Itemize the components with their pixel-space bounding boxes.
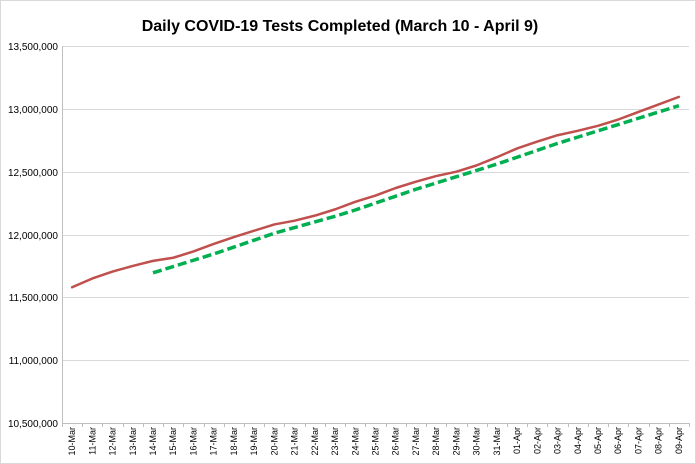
x-tick-label: 27-Mar xyxy=(411,427,421,456)
x-tick-label: 13-Mar xyxy=(128,427,138,456)
solid-series-line xyxy=(70,95,681,289)
x-tick-label: 15-Mar xyxy=(168,427,178,456)
x-tick-labels: 10-Mar 11-Mar 12-Mar 13-Mar 14-Mar 15-Mar 16-M… xyxy=(67,427,684,456)
series-lines xyxy=(70,95,681,289)
x-tick-label: 31-Mar xyxy=(492,427,502,456)
dashed-series-line xyxy=(152,104,680,275)
x-tick-label: 22-Mar xyxy=(310,427,320,456)
x-tick-label: 18-Mar xyxy=(229,427,239,456)
x-tick-label: 07-Apr xyxy=(633,427,643,454)
x-tick-label: 06-Apr xyxy=(613,427,623,454)
y-tick-label: 12,000,000 xyxy=(8,231,58,242)
x-tick-label: 21-Mar xyxy=(290,427,300,456)
y-tick-label: 11,500,000 xyxy=(9,293,59,304)
x-tick-label: 09-Apr xyxy=(674,427,684,454)
y-tick-label: 11,000,000 xyxy=(9,356,59,367)
x-tick-label: 12-Mar xyxy=(108,427,118,456)
chart-title: Daily COVID-19 Tests Completed (March 10… xyxy=(142,18,539,35)
x-tick-label: 25-Mar xyxy=(371,427,381,456)
gridlines xyxy=(62,46,689,424)
x-tick-label: 17-Mar xyxy=(209,427,219,456)
y-tick-label: 12,500,000 xyxy=(8,168,58,179)
x-tick-label: 16-Mar xyxy=(188,427,198,456)
x-tick-label: 04-Apr xyxy=(573,427,583,454)
x-tick-label: 26-Mar xyxy=(391,427,401,456)
y-tick-labels: 10,500,000 11,000,000 11,500,000 12,000,000… xyxy=(8,42,58,430)
x-tick-label: 24-Mar xyxy=(350,427,360,456)
x-tick-label: 29-Mar xyxy=(451,427,461,456)
x-tick-label: 10-Mar xyxy=(67,427,77,456)
y-tick-label: 10,500,000 xyxy=(8,419,58,430)
x-tick-label: 11-Mar xyxy=(87,427,97,455)
x-tick-label: 02-Apr xyxy=(532,427,542,454)
x-tick-label: 03-Apr xyxy=(553,427,563,454)
x-tick-label: 14-Mar xyxy=(148,427,158,456)
y-tick-label: 13,500,000 xyxy=(8,42,58,53)
x-tick-label: 19-Mar xyxy=(249,427,259,456)
x-tick-label: 20-Mar xyxy=(269,427,279,456)
x-tick-label: 30-Mar xyxy=(472,427,482,456)
x-tick-label: 01-Apr xyxy=(512,427,522,454)
y-tick-label: 13,000,000 xyxy=(8,105,58,116)
x-tick-label: 05-Apr xyxy=(593,427,603,454)
x-tick-label: 08-Apr xyxy=(654,427,664,454)
x-tick-label: 28-Mar xyxy=(431,427,441,456)
x-tick-label: 23-Mar xyxy=(330,427,340,456)
axes xyxy=(62,46,690,427)
